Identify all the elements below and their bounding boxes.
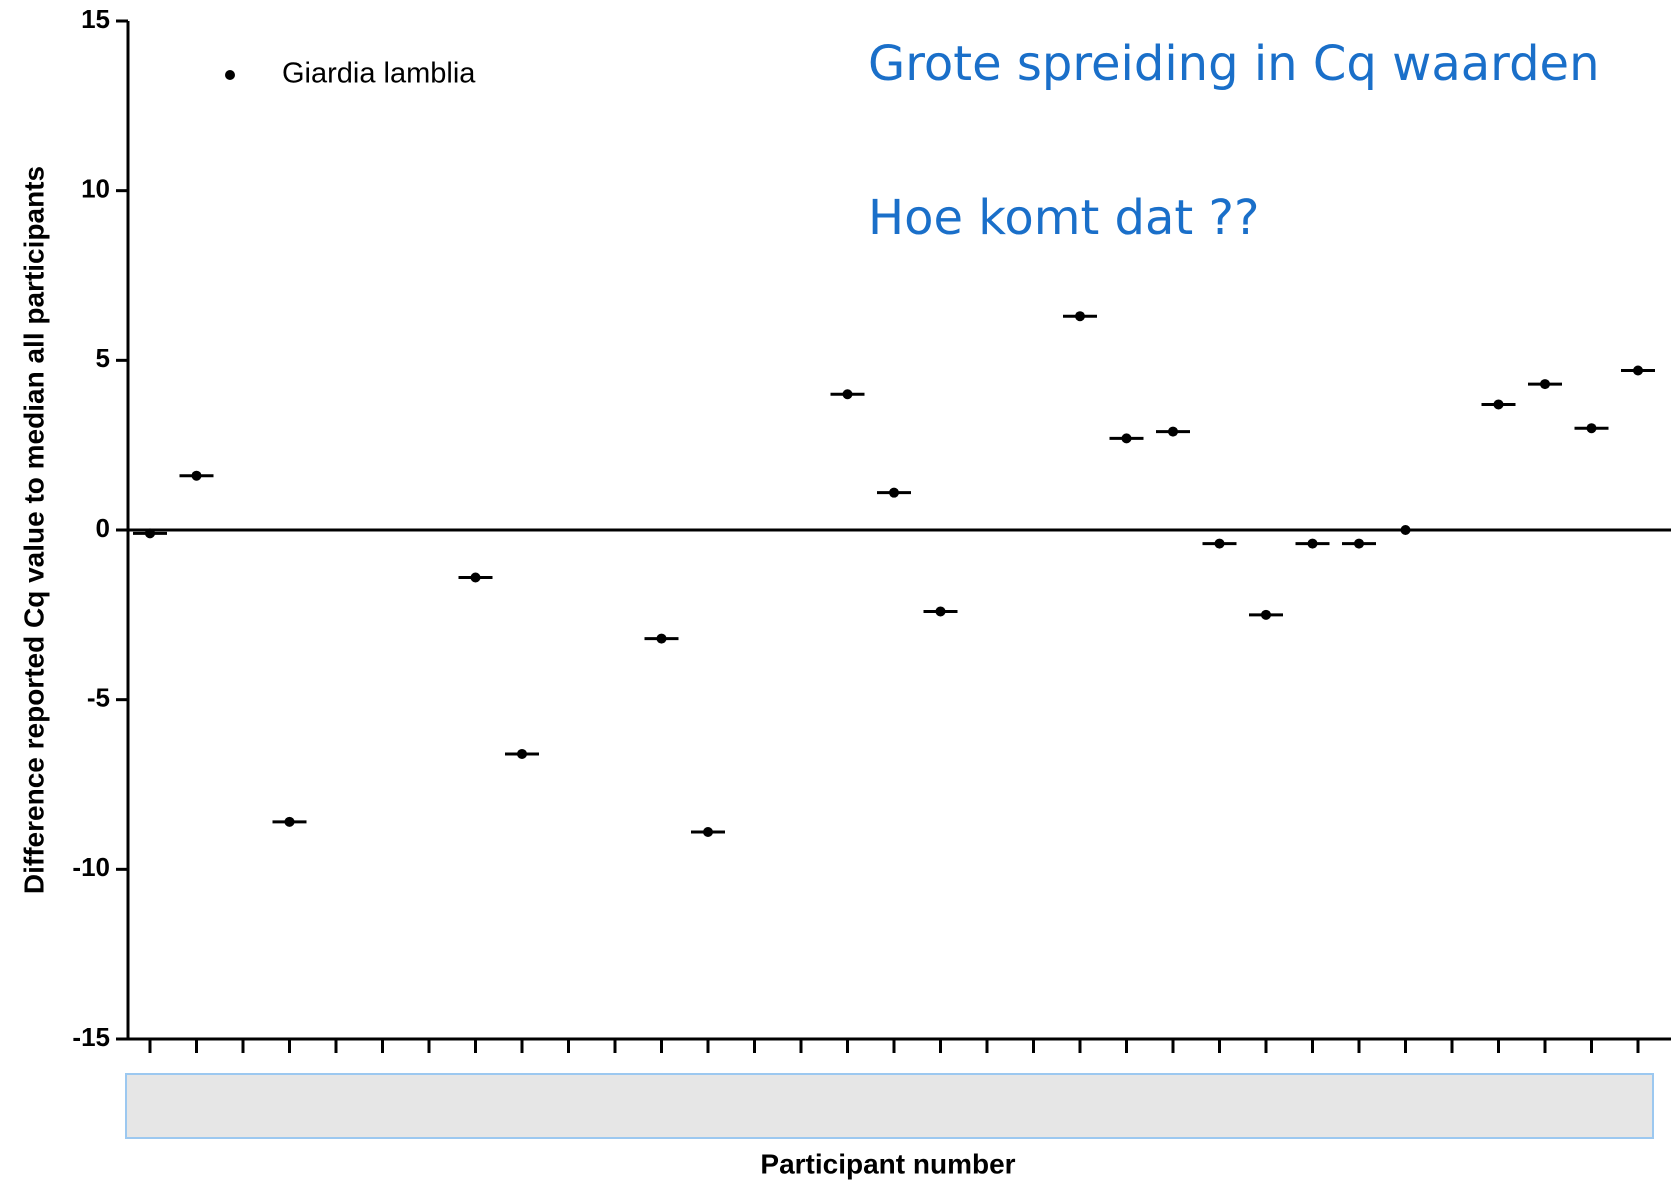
legend-label: Giardia lamblia	[282, 58, 476, 90]
annotation: Hoe komt dat ??	[868, 190, 1259, 246]
data-point	[1400, 525, 1411, 535]
data-point	[1540, 379, 1550, 390]
data-point	[1168, 426, 1178, 437]
data-point	[517, 748, 527, 759]
category-panel	[125, 1073, 1654, 1139]
data-point	[1633, 365, 1643, 376]
data-point	[842, 389, 853, 400]
data-point	[656, 633, 667, 644]
y-tick-label: 10	[81, 174, 110, 204]
data-point	[145, 528, 155, 539]
y-tick-label: 5	[96, 343, 110, 373]
data-point	[1121, 433, 1132, 444]
data-point	[470, 572, 481, 583]
y-axis-title: Difference reported Cq value to median a…	[18, 166, 49, 894]
legend-marker	[225, 70, 235, 80]
data-point	[1493, 399, 1504, 410]
data-point	[1354, 538, 1364, 549]
y-tick-label: -15	[72, 1022, 110, 1052]
data-point	[1307, 538, 1318, 549]
data-point	[1586, 423, 1597, 434]
data-point	[1075, 311, 1085, 322]
y-tick-label: 15	[81, 4, 110, 34]
data-point	[889, 487, 899, 498]
annotation: Grote spreiding in Cq waarden	[868, 36, 1599, 92]
data-point	[703, 827, 713, 838]
y-tick-label: 0	[96, 513, 110, 543]
data-point	[1214, 538, 1225, 549]
x-axis-title: Participant number	[760, 1148, 1015, 1179]
y-tick-label: -5	[87, 683, 110, 713]
data-point	[191, 470, 202, 481]
data-point	[1261, 609, 1271, 620]
y-tick-label: -10	[72, 852, 110, 882]
data-point	[935, 606, 946, 617]
data-point	[284, 816, 295, 827]
